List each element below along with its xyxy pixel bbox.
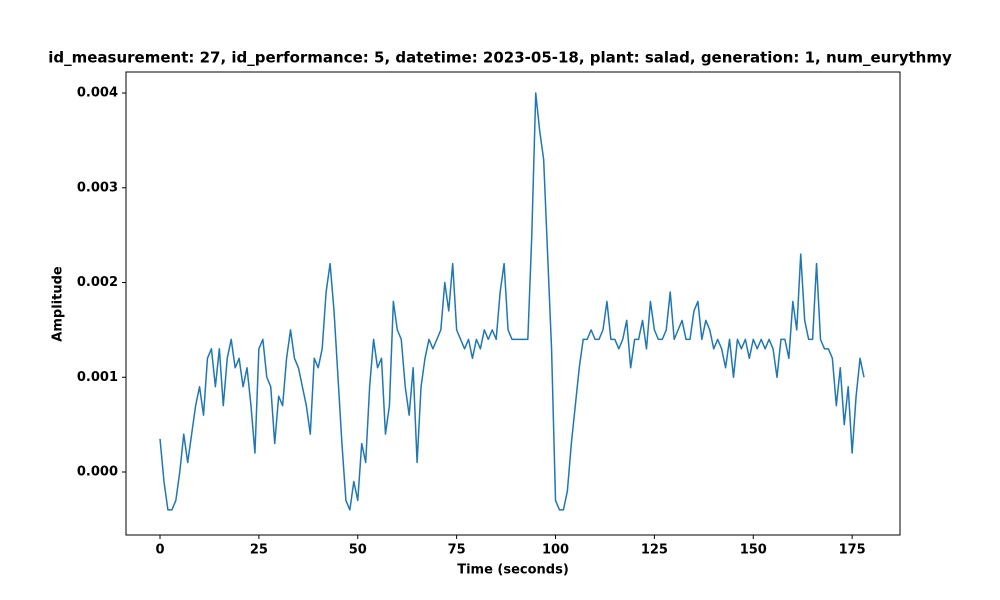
x-tick-label: 50: [349, 543, 367, 558]
y-tick-label: 0.002: [77, 275, 118, 290]
x-tick-label: 75: [448, 543, 466, 558]
x-axis-label: Time (seconds): [457, 563, 569, 578]
y-tick-label: 0.004: [77, 86, 118, 101]
data-line: [159, 92, 865, 511]
plot-frame: [125, 71, 901, 536]
y-tick-label: 0.001: [77, 370, 118, 385]
x-tick-label: 175: [839, 543, 866, 558]
x-tick-label: 150: [740, 543, 767, 558]
x-tick-label: 0: [155, 543, 164, 558]
x-tick-label: 125: [641, 543, 668, 558]
x-tick-label: 25: [250, 543, 268, 558]
chart-title: id_measurement: 27, id_performance: 5, d…: [48, 49, 952, 67]
x-tick-label: 100: [542, 543, 569, 558]
y-axis-label: Amplitude: [51, 266, 66, 342]
y-tick-label: 0.000: [77, 464, 118, 479]
y-tick-label: 0.003: [77, 180, 118, 195]
